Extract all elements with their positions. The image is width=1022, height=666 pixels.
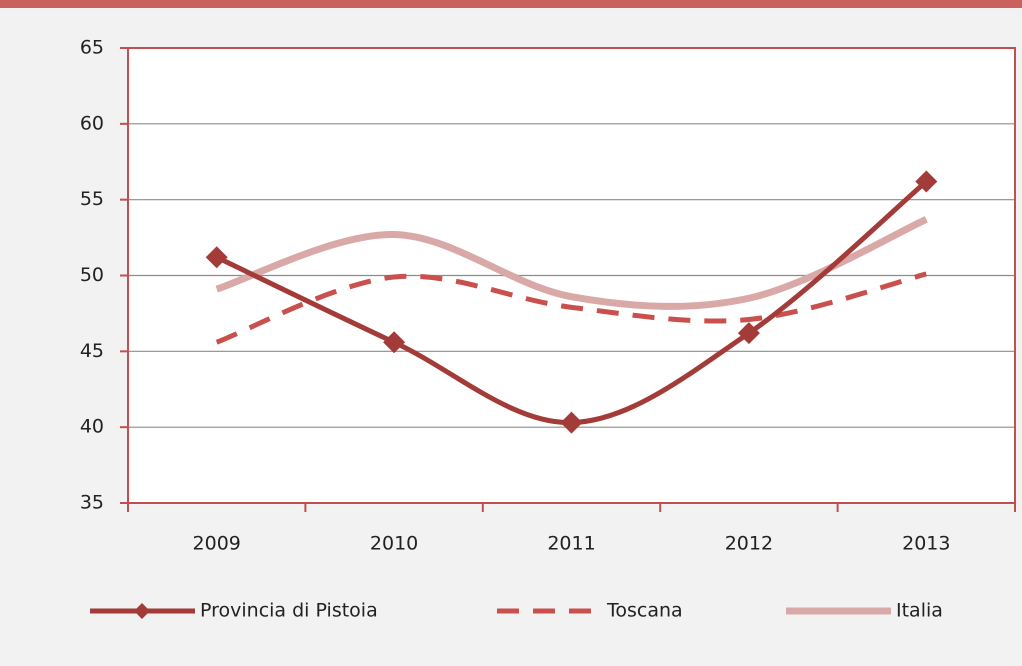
point-marker [205,246,228,269]
legend-label: Provincia di Pistoia [200,600,378,622]
x-tick-label: 2011 [547,533,595,555]
legend-label: Italia [896,600,943,622]
y-tick-label: 40 [80,416,104,438]
point-marker [915,170,938,193]
point-marker [383,331,406,354]
plot-border [127,47,1016,504]
legend-label: Toscana [606,600,683,622]
top-band [0,0,1022,8]
series-line [215,216,928,310]
x-tick-label: 2012 [725,533,773,555]
y-tick-label: 55 [80,188,104,210]
y-tick-label: 35 [80,492,104,514]
y-tick-label: 50 [80,264,104,286]
point-marker [560,411,583,434]
series-line [215,271,927,345]
legend-marker [134,603,150,619]
x-tick-label: 2013 [902,533,950,555]
y-tick-label: 65 [80,37,104,59]
y-tick-label: 60 [80,112,104,134]
x-tick-label: 2009 [193,533,241,555]
x-tick-label: 2010 [370,533,418,555]
point-marker [737,322,760,345]
y-tick-label: 45 [80,340,104,362]
